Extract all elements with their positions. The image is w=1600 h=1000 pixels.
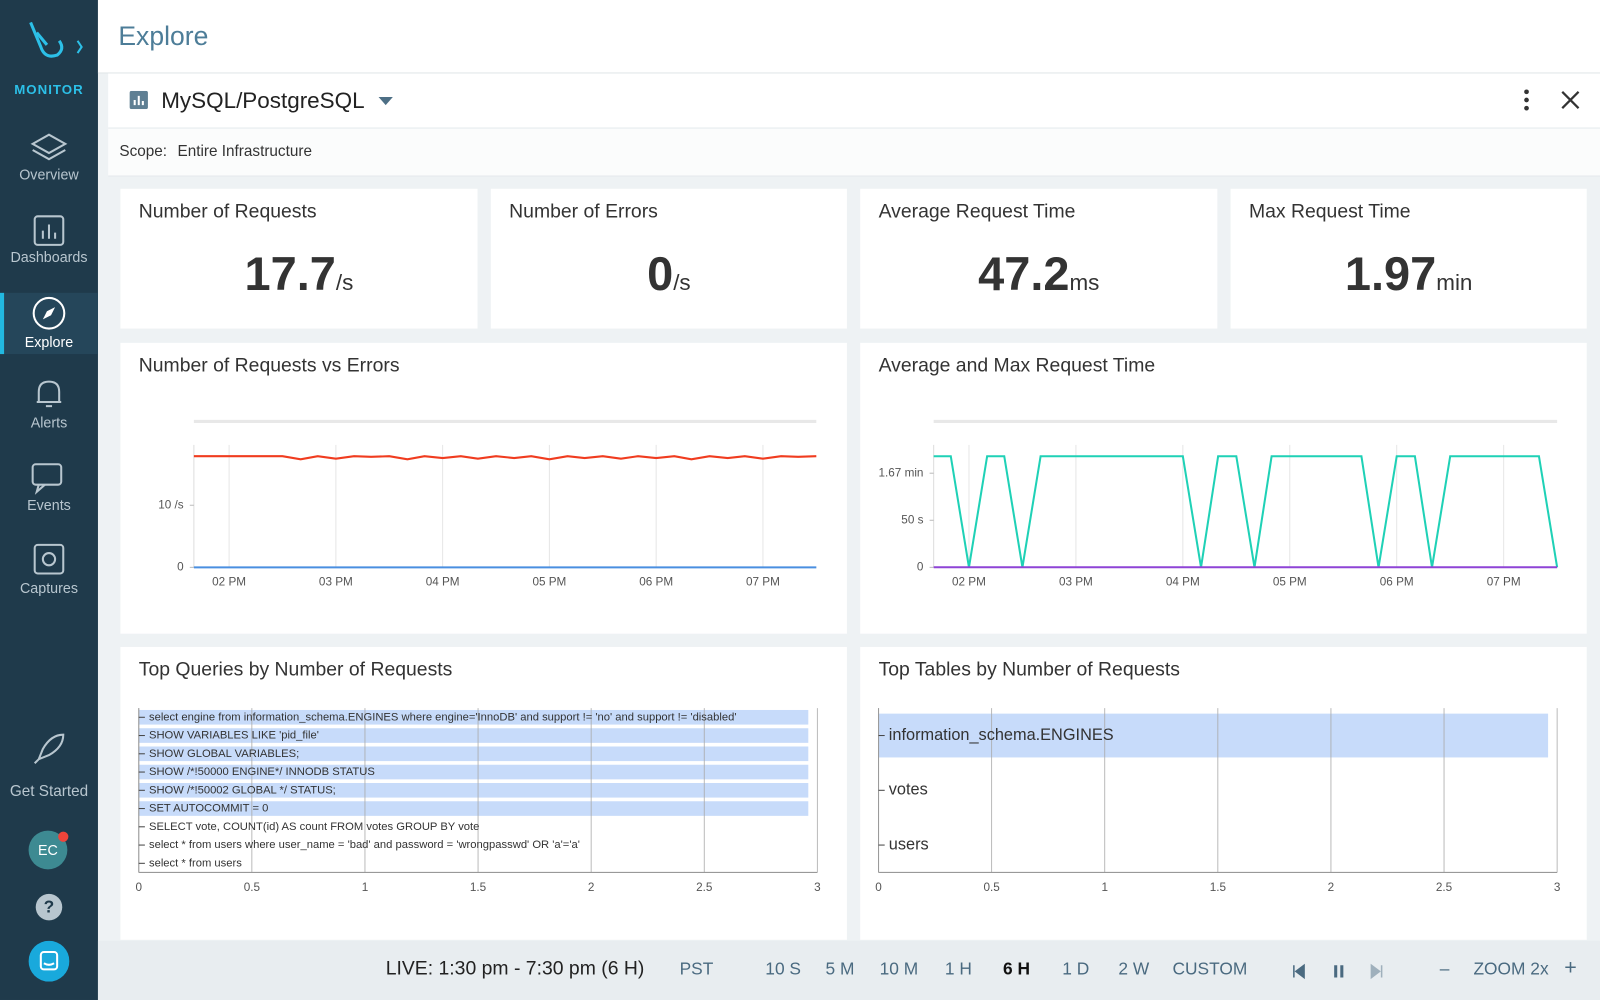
kpi-unit: /s: [335, 269, 354, 295]
kebab-menu[interactable]: [1518, 88, 1534, 115]
kpi-value: 1.97: [1344, 246, 1437, 300]
panel-icon: [129, 90, 148, 110]
nav-item[interactable]: Captures: [0, 537, 98, 600]
chart-card: Number of Requests vs Errors: [120, 342, 847, 634]
kpi-card: Number of Errors 0/s: [490, 188, 847, 329]
page-title: Explore: [118, 20, 209, 52]
range-option[interactable]: 1 D: [1062, 959, 1090, 979]
kpi-unit: ms: [1069, 269, 1100, 295]
timezone[interactable]: PST: [679, 959, 714, 979]
range-option[interactable]: 10 M: [879, 959, 919, 979]
kpi-value: 0: [647, 246, 674, 300]
top-header: Explore: [97, 0, 1600, 74]
kpi-card: Max Request Time 1.97min: [1230, 188, 1587, 329]
dropdown-caret[interactable]: [378, 95, 394, 107]
kpi-value: 47.2: [978, 246, 1070, 300]
kpi-value: 17.7: [244, 246, 336, 300]
zoom-in[interactable]: +: [1564, 956, 1577, 980]
nav-label: Events: [27, 496, 71, 514]
chart-card: Top Queries by Number of Requests: [120, 646, 847, 940]
chart-title: Average and Max Request Time: [878, 355, 1156, 377]
kpi-title: Number of Errors: [509, 201, 658, 223]
kpi-title: Average Request Time: [878, 201, 1076, 223]
range-option[interactable]: 6 H: [1003, 959, 1031, 979]
chart-title: Top Queries by Number of Requests: [138, 659, 453, 681]
scope-bar: Scope: Entire Infrastructure: [108, 128, 1600, 177]
nav-label: Explore: [24, 333, 74, 350]
kpi-unit: min: [1436, 269, 1473, 295]
kpi-card: Average Request Time 47.2ms: [860, 188, 1218, 329]
brand: MONITOR: [14, 81, 84, 97]
chart-title: Top Tables by Number of Requests: [878, 659, 1180, 681]
zoom-level: ZOOM 2x: [1473, 959, 1549, 979]
nav-label: Captures: [19, 579, 78, 596]
nav-item[interactable]: Events: [0, 454, 98, 517]
live-range: LIVE: 1:30 pm - 7:30 pm (6 H): [385, 958, 645, 980]
panel-header: MySQL/PostgreSQL: [108, 73, 1600, 129]
kpi-title: Max Request Time: [1248, 201, 1411, 223]
get-started[interactable]: Get Started: [9, 782, 89, 800]
zoom-out[interactable]: –: [1439, 959, 1450, 979]
range-option[interactable]: 1 H: [944, 959, 972, 979]
range-option[interactable]: 2 W: [1118, 959, 1150, 979]
brand-logo: [29, 21, 83, 58]
nav-item[interactable]: Overview: [0, 123, 98, 186]
scope-label: Scope:: [119, 142, 168, 161]
playback-controls[interactable]: [1292, 963, 1394, 980]
panel-title: MySQL/PostgreSQL: [161, 87, 365, 114]
nav-item[interactable]: Alerts: [0, 371, 98, 434]
chart-card: Average and Max Request Time: [860, 342, 1587, 634]
chat-icon[interactable]: [28, 940, 70, 982]
scope-value[interactable]: Entire Infrastructure: [177, 142, 312, 161]
time-bar: [97, 940, 1600, 1000]
chart-title: Number of Requests vs Errors: [138, 355, 400, 377]
help-icon[interactable]: ?: [35, 893, 64, 922]
nav-label: Dashboards: [10, 248, 88, 266]
nav-label: Overview: [19, 166, 79, 183]
nav-item[interactable]: Explore: [0, 292, 98, 355]
close-button[interactable]: [1560, 90, 1580, 110]
range-option[interactable]: 10 S: [765, 959, 801, 979]
kpi-card: Number of Requests 17.7/s: [120, 188, 478, 329]
kpi-title: Number of Requests: [138, 201, 317, 223]
nav-label: Alerts: [30, 414, 68, 431]
sidebar: MONITOR Overview Dashboards Explore Aler…: [0, 0, 98, 1000]
svg-text:?: ?: [44, 897, 55, 917]
nav-item[interactable]: Dashboards: [0, 206, 98, 269]
chart-card: Top Tables by Number of Requests: [860, 646, 1587, 940]
kpi-unit: /s: [673, 269, 691, 295]
range-option[interactable]: 5 M: [825, 959, 855, 979]
rocket-icon: [33, 733, 65, 764]
notification-dot: [58, 831, 69, 842]
range-option[interactable]: CUSTOM: [1172, 959, 1248, 979]
